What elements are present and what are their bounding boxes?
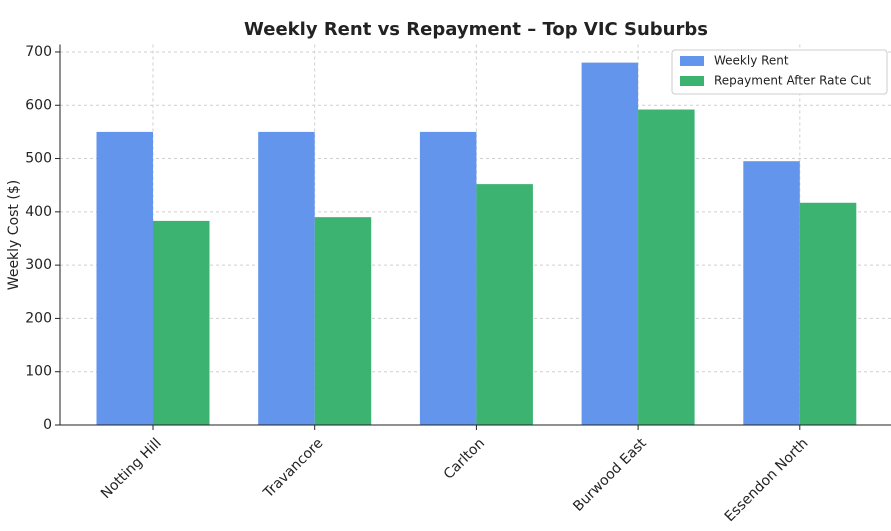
x-tick-label: Burwood East [570,435,650,515]
x-tick-label: Travancore [260,435,326,501]
legend-box [671,49,888,95]
bar [476,184,533,425]
x-tick-label: Carlton [441,435,488,482]
legend-label: Weekly Rent [714,54,789,68]
bar [799,202,857,425]
chart-title: Weekly Rent vs Repayment – Top VIC Subur… [244,19,708,40]
bar [153,220,210,425]
y-tick-label: 0 [43,417,52,433]
bar [419,131,477,425]
bar [258,131,315,425]
y-tick-label: 200 [25,310,52,326]
bar [581,62,639,425]
legend: Weekly Rent Repayment After Rate Cut [671,49,888,95]
y-tick-label: 100 [25,364,52,380]
legend-label: Repayment After Rate Cut [714,74,871,88]
bar [314,217,372,425]
x-tick-label: Essendon North [722,435,812,525]
bar [96,131,153,425]
y-tick-label: 600 [25,97,52,113]
x-tick-label: Notting Hill [98,435,165,502]
y-tick-label: 500 [25,151,52,167]
bar [638,109,695,425]
legend-swatch [680,56,704,66]
y-axis-label: Weekly Cost ($) [6,180,22,290]
y-tick-label: 400 [25,204,52,220]
y-tick-label: 300 [25,257,52,273]
legend-swatch [680,76,704,86]
bar [743,161,800,425]
y-tick-label: 700 [25,44,52,60]
